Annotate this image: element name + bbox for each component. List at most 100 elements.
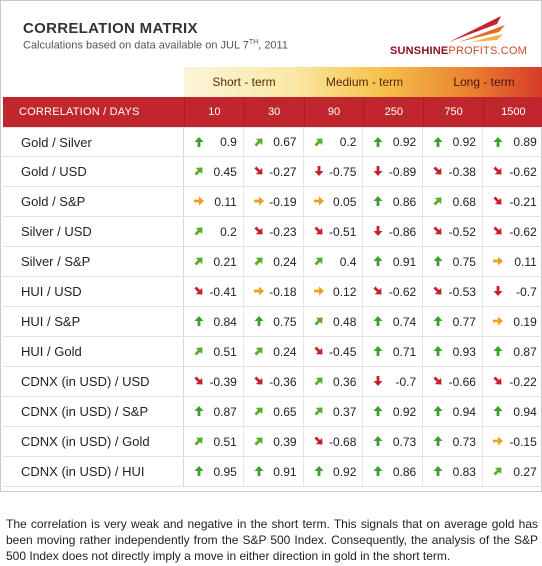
correlation-cell: -0.66 xyxy=(423,367,483,396)
arrow-down-right-icon xyxy=(194,286,203,295)
correlation-cell: 0.48 xyxy=(304,307,364,336)
correlation-cell: 0.19 xyxy=(483,307,542,336)
correlation-cell: 0.45 xyxy=(184,157,244,186)
correlation-cell: 0.91 xyxy=(244,457,304,486)
correlation-value: -0.75 xyxy=(329,164,357,179)
correlation-cell: 0.75 xyxy=(244,307,304,336)
arrow-right-icon xyxy=(253,286,264,296)
arrow-up-icon xyxy=(194,316,204,326)
correlation-value: -0.23 xyxy=(269,224,297,239)
term-bar: Short - term Medium - term Long - term xyxy=(184,67,542,97)
arrow-up-icon xyxy=(433,346,443,356)
arrow-down-icon xyxy=(373,376,383,386)
arrow-up-right-icon xyxy=(433,197,442,206)
correlation-cell: -0.86 xyxy=(363,217,424,246)
pair-label: HUI / Gold xyxy=(3,337,184,366)
arrow-up-right-icon xyxy=(194,257,203,266)
correlation-cell: 0.92 xyxy=(304,457,364,486)
pair-label: CDNX (in USD) / HUI xyxy=(3,457,184,486)
correlation-cell: -0.68 xyxy=(304,427,364,456)
table-row: Silver / USD 0.2 -0.23 -0.51 -0.86 -0.52 -0.62 xyxy=(3,217,542,247)
term-short-label: Short - term xyxy=(212,75,276,89)
arrow-down-right-icon xyxy=(194,376,203,385)
correlation-value: 0.36 xyxy=(333,374,357,389)
correlation-cell: 0.93 xyxy=(423,337,483,366)
logo-part-2: PROFITS.COM xyxy=(448,45,527,57)
correlation-cell: 0.36 xyxy=(304,367,364,396)
subtitle-sup: TH xyxy=(248,39,259,46)
arrow-up-right-icon xyxy=(254,437,263,446)
correlation-cell: 0.71 xyxy=(363,337,424,366)
arrow-up-icon xyxy=(254,316,264,326)
correlation-value: 0.77 xyxy=(452,314,476,329)
table-row: Gold / USD 0.45 -0.27 -0.75 -0.89 -0.38 -0.62 xyxy=(3,157,542,187)
analysis-note: The correlation is very weak and negativ… xyxy=(6,517,538,563)
correlation-value: 0.87 xyxy=(213,404,237,419)
correlation-value: 0.92 xyxy=(452,135,476,149)
column-header-days: 250 xyxy=(363,97,423,127)
correlation-cell: -0.27 xyxy=(244,157,304,186)
pair-label: HUI / S&P xyxy=(3,307,184,336)
arrow-right-icon xyxy=(313,286,324,296)
arrow-up-right-icon xyxy=(493,467,502,476)
table-row: CDNX (in USD) / USD -0.39 -0.36 0.36 -0.7 -0.… xyxy=(3,367,542,397)
term-medium-label: Medium - term xyxy=(325,75,404,89)
correlation-value: -0.68 xyxy=(329,434,357,449)
correlation-value: 0.24 xyxy=(273,254,297,269)
correlation-cell: 0.24 xyxy=(244,337,304,366)
correlation-value: 0.75 xyxy=(452,254,476,269)
correlation-cell: 0.24 xyxy=(244,247,304,276)
correlation-value: 0.86 xyxy=(392,464,417,479)
correlation-value: 0.45 xyxy=(213,164,237,179)
correlation-cell: 0.89 xyxy=(483,128,542,156)
arrow-up-right-icon xyxy=(314,377,323,386)
correlation-cell: 0.68 xyxy=(423,187,483,216)
correlation-value: -0.52 xyxy=(448,224,476,239)
arrow-down-right-icon xyxy=(493,196,502,205)
correlation-cell: 0.94 xyxy=(423,397,483,426)
correlation-cell: 0.95 xyxy=(184,457,244,486)
correlation-value: 0.74 xyxy=(392,314,417,329)
correlation-value: 0.2 xyxy=(220,224,237,239)
arrow-down-right-icon xyxy=(433,286,442,295)
subtitle-prefix: Calculations based on data available on … xyxy=(23,39,249,52)
correlation-cell: 0.65 xyxy=(244,397,304,426)
table-row: Silver / S&P 0.21 0.24 0.4 0.91 0.75 0.11 xyxy=(3,247,542,277)
table-row: CDNX (in USD) / Gold 0.51 0.39 -0.68 0.73 0.7… xyxy=(3,427,542,457)
correlation-value: 0.86 xyxy=(392,194,417,209)
table-row: Gold / S&P 0.11 -0.19 0.05 0.86 0.68 -0.21 xyxy=(3,187,542,217)
correlation-cell: -0.62 xyxy=(483,157,542,186)
sunshine-profits-logo: SUNSHINEPROFITS.COM xyxy=(387,13,527,57)
correlation-cell: 0.92 xyxy=(363,397,424,426)
correlation-cell: 0.37 xyxy=(304,397,364,426)
arrow-up-right-icon xyxy=(194,167,203,176)
arrow-down-right-icon xyxy=(254,226,263,235)
correlation-value: 0.51 xyxy=(213,344,237,359)
arrow-up-right-icon xyxy=(194,347,203,356)
column-header-days: 90 xyxy=(303,97,364,127)
pair-label: Silver / S&P xyxy=(3,247,184,276)
correlation-value: -0.62 xyxy=(388,284,417,299)
logo-part-1: SUNSHINE xyxy=(389,45,449,57)
correlation-value: 0.19 xyxy=(513,314,537,329)
correlation-cell: 0.74 xyxy=(363,307,424,336)
correlation-cell: 0.83 xyxy=(423,457,483,486)
pair-label: CDNX (in USD) / Gold xyxy=(3,427,184,456)
correlation-value: -0.62 xyxy=(509,164,537,179)
correlation-value: 0.92 xyxy=(333,464,357,479)
correlation-cell: 0.67 xyxy=(244,128,304,156)
arrow-up-icon xyxy=(433,256,443,266)
correlation-cell: 0.75 xyxy=(423,247,483,276)
correlation-value: -0.19 xyxy=(269,194,297,209)
correlation-cell: 0.11 xyxy=(483,247,542,276)
correlation-cell: 0.73 xyxy=(423,427,483,456)
arrow-up-icon xyxy=(373,137,383,147)
correlation-value: -0.41 xyxy=(209,284,237,299)
correlation-value: 0.73 xyxy=(452,434,476,449)
arrow-down-icon xyxy=(314,166,324,176)
pair-label: Gold / S&P xyxy=(3,187,184,216)
arrow-down-icon xyxy=(373,226,383,236)
arrow-down-right-icon xyxy=(493,376,502,385)
term-long-label: Long - term xyxy=(453,75,515,89)
arrow-down-right-icon xyxy=(493,226,502,235)
